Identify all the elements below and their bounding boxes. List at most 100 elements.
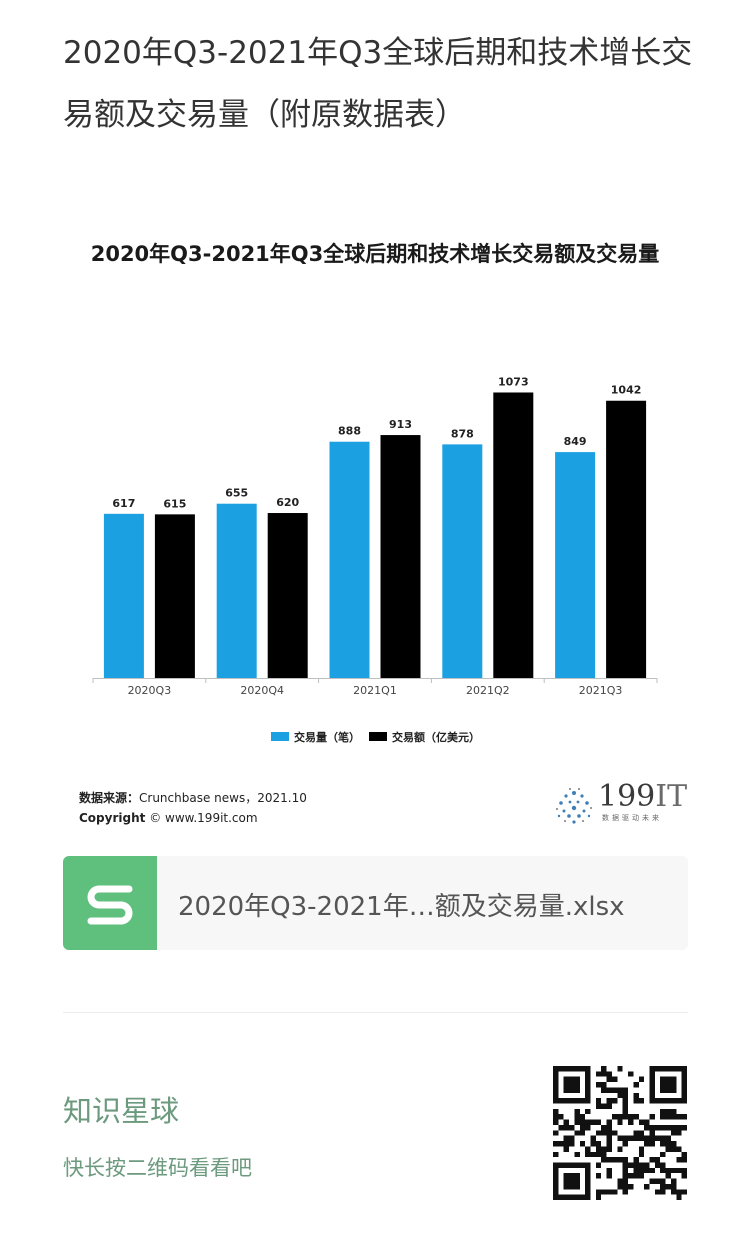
qr-module: [670, 1108, 677, 1115]
bar-chart: 617 615 2020Q3 655 620 2020Q4 888 913 2021Q1 878 1…: [92, 375, 658, 744]
qr-module: [622, 1157, 629, 1163]
qr-module: [660, 1162, 666, 1168]
qr-module: [611, 1098, 618, 1104]
bar-amount: [154, 514, 195, 678]
qr-module: [574, 1162, 580, 1168]
qr-module: [638, 1173, 645, 1179]
qr-module: [611, 1189, 618, 1195]
qr-module: [553, 1108, 559, 1115]
qr-module: [579, 1066, 586, 1072]
x-tick-label: 2021Q3: [579, 684, 623, 697]
qr-module: [622, 1178, 629, 1184]
qr-module: [579, 1194, 586, 1200]
file-attachment[interactable]: 2020年Q3-2021年…额及交易量.xlsx: [63, 856, 688, 950]
chart-title: 2020年Q3-2021年Q3全球后期和技术增长交易额及交易量: [90, 242, 660, 266]
qr-module: [601, 1124, 607, 1131]
qr-module: [595, 1194, 602, 1200]
source-label: 数据来源：: [79, 791, 140, 805]
qr-module: [649, 1092, 655, 1099]
qr-module: [649, 1071, 655, 1077]
qr-module: [574, 1183, 580, 1190]
qr-module: [660, 1151, 666, 1158]
planet-subtitle: 快长按二维码看看吧: [63, 1156, 252, 1180]
qr-module: [553, 1141, 559, 1147]
qr-module: [676, 1114, 682, 1120]
qr-module: [595, 1162, 602, 1168]
brand-number: 199IT: [598, 779, 688, 814]
qr-module: [654, 1162, 661, 1168]
qr-module: [665, 1076, 671, 1083]
qr-module: [633, 1082, 639, 1088]
data-label: 617: [112, 497, 135, 510]
qr-module: [681, 1189, 687, 1195]
qr-module: [617, 1146, 623, 1152]
qr-module: [585, 1162, 591, 1168]
bar-volume: [442, 444, 483, 678]
planet-title: 知识星球: [63, 1094, 180, 1128]
qr-module: [601, 1189, 607, 1195]
qr-module: [553, 1066, 559, 1072]
qr-module: [628, 1173, 634, 1179]
qr-module: [579, 1162, 586, 1168]
qr-module: [595, 1103, 602, 1109]
qr-module: [649, 1141, 655, 1147]
qr-module: [563, 1162, 570, 1168]
bar-volume: [329, 441, 370, 678]
qr-module: [649, 1087, 655, 1093]
qr-module: [665, 1114, 671, 1120]
data-label: 913: [389, 418, 412, 431]
qr-module: [670, 1130, 677, 1136]
qr-module: [553, 1114, 559, 1120]
qr-module: [606, 1173, 612, 1179]
divider: [63, 1012, 688, 1013]
qr-module: [670, 1141, 677, 1147]
qr-module: [654, 1124, 661, 1131]
qr-module: [579, 1141, 586, 1147]
qr-module: [553, 1194, 559, 1200]
qr-module: [681, 1098, 687, 1104]
qr-module: [553, 1087, 559, 1093]
qr-module: [617, 1092, 623, 1099]
qr-module: [649, 1082, 655, 1088]
qr-module: [574, 1087, 580, 1093]
qr-module: [622, 1087, 629, 1093]
qr-module: [617, 1157, 623, 1163]
bar-amount: [493, 392, 534, 678]
bar-volume: [216, 503, 257, 678]
qr-module: [590, 1119, 596, 1125]
qr-module: [585, 1098, 591, 1104]
qr-module: [553, 1071, 559, 1077]
qr-module: [563, 1098, 570, 1104]
qr-module: [595, 1130, 602, 1136]
qr-module: [670, 1189, 677, 1195]
qr-module: [644, 1135, 650, 1142]
qr-module: [649, 1124, 655, 1131]
qr-module: [681, 1082, 687, 1088]
qr-code-icon[interactable]: [553, 1066, 687, 1200]
qr-module: [606, 1167, 612, 1174]
qr-module: [558, 1114, 564, 1120]
qr-module: [563, 1141, 570, 1147]
qr-module: [622, 1092, 629, 1099]
qr-module: [563, 1082, 570, 1088]
qr-module: [553, 1119, 559, 1125]
qr-module: [617, 1114, 623, 1120]
qr-module: [585, 1082, 591, 1088]
qr-module: [595, 1173, 602, 1179]
qr-module: [569, 1076, 575, 1083]
qr-module: [585, 1183, 591, 1190]
qr-module: [558, 1141, 564, 1147]
qr-module: [660, 1178, 666, 1184]
qr-module: [649, 1178, 655, 1184]
qr-module: [665, 1141, 671, 1147]
qr-module: [681, 1157, 687, 1163]
qr-module: [553, 1098, 559, 1104]
qr-module: [553, 1183, 559, 1190]
qr-module: [553, 1076, 559, 1083]
qr-module: [633, 1114, 639, 1120]
qr-module: [617, 1066, 623, 1072]
data-source: 数据来源：Crunchbase news，2021.10 Copyright ©…: [79, 788, 307, 828]
bar-volume: [555, 452, 596, 678]
qr-module: [638, 1119, 645, 1125]
qr-module: [569, 1194, 575, 1200]
